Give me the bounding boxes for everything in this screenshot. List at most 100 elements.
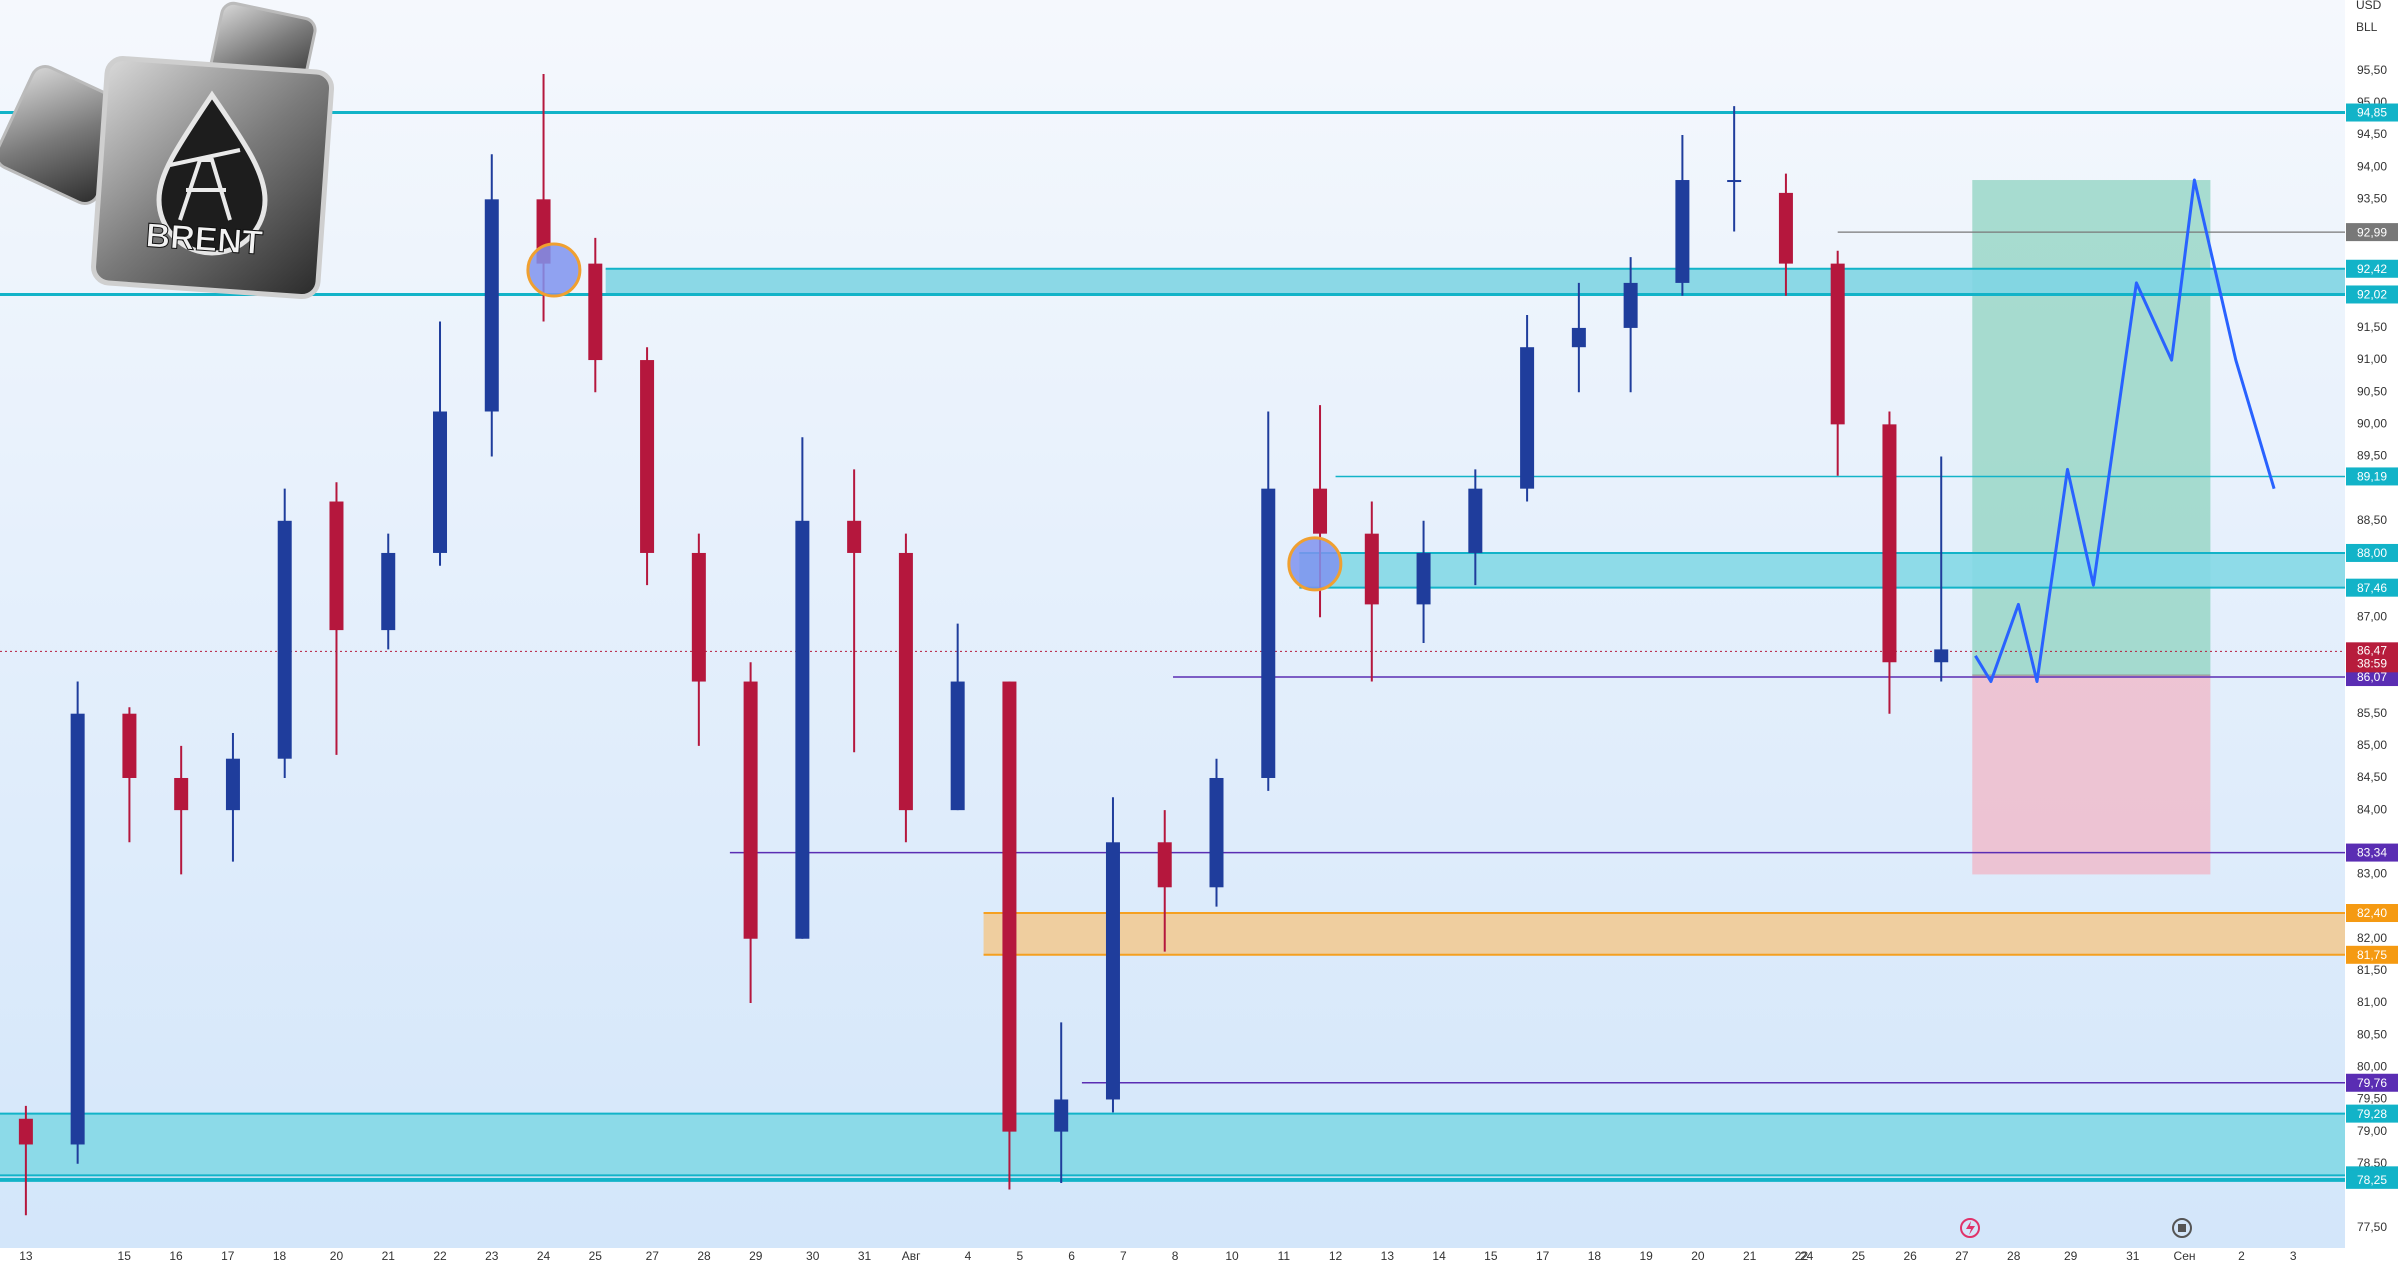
candle-body <box>691 552 706 682</box>
price-label-box <box>2346 1073 2398 1092</box>
price-label-box <box>2346 103 2398 122</box>
y-tick-label: 90,50 <box>2357 384 2387 398</box>
candle-body <box>1727 180 1742 183</box>
x-tick-label: 8 <box>1172 1249 1179 1263</box>
x-tick-label: 12 <box>1329 1249 1343 1263</box>
y-tick-label: 85,00 <box>2357 738 2387 752</box>
price-label-box <box>2346 668 2398 687</box>
price-label-box <box>2346 578 2398 597</box>
zone <box>605 268 2345 295</box>
x-tick-label: 22 <box>1795 1249 1809 1263</box>
price-label: 92,99 <box>2357 225 2387 239</box>
price-label: 92,42 <box>2357 262 2387 276</box>
price-label: 79,76 <box>2357 1076 2387 1090</box>
candle-body <box>1778 192 1793 264</box>
candle-body <box>225 758 240 811</box>
zone <box>1299 552 2345 588</box>
price-label: 86,07 <box>2357 670 2387 684</box>
price-label: 83,34 <box>2357 846 2387 860</box>
price-label-box <box>2346 1170 2398 1189</box>
price-label: 92,02 <box>2357 288 2387 302</box>
price-label: 81,75 <box>2357 948 2387 962</box>
position-target-zone <box>1972 180 2211 676</box>
marker <box>1287 536 1343 592</box>
y-tick-label: 79,50 <box>2357 1092 2387 1106</box>
x-tick-label: Сен <box>2174 1249 2196 1263</box>
x-tick-label: 21 <box>1743 1249 1757 1263</box>
candle-body <box>1261 488 1276 778</box>
projection-line <box>1974 178 2276 683</box>
current-price-label: 86,47 <box>2357 643 2387 657</box>
plot-layer <box>0 73 2345 1216</box>
x-tick-label: 29 <box>749 1249 763 1263</box>
event-icons <box>1960 1218 2192 1238</box>
time-axis <box>0 1248 2345 1266</box>
x-tick-label: 11 <box>1278 1249 1291 1263</box>
y-tick-label: 87,00 <box>2357 609 2387 623</box>
candle-body <box>743 681 758 939</box>
price-label-box <box>2346 843 2398 862</box>
x-tick-label: 14 <box>1432 1249 1446 1263</box>
y-tick-label: 83,00 <box>2357 867 2387 881</box>
candle-body <box>1675 180 1690 283</box>
candle-body <box>1002 681 1017 1132</box>
x-tick-label: 15 <box>118 1249 132 1263</box>
candle-body <box>484 199 499 412</box>
zone <box>0 1113 2345 1176</box>
candle-body <box>70 713 85 1145</box>
price-label-box <box>2346 945 2398 964</box>
candle-body <box>1571 327 1586 348</box>
y-tick-label: 93,50 <box>2357 191 2387 205</box>
y-tick-label: 91,00 <box>2357 352 2387 366</box>
y-tick-label: 89,50 <box>2357 449 2387 463</box>
x-tick-label: 23 <box>485 1249 499 1263</box>
y-tick-label: 80,50 <box>2357 1027 2387 1041</box>
event-icon[interactable] <box>1960 1218 1980 1238</box>
countdown: 38:59 <box>2357 656 2387 670</box>
y-tick-label: 85,50 <box>2357 706 2387 720</box>
logo-text: BRENT <box>144 216 264 262</box>
logo-pump <box>169 148 241 221</box>
unit: BLL <box>2356 20 2378 34</box>
candle-body <box>1468 488 1483 553</box>
candle-body <box>433 411 448 553</box>
x-tick-label: 25 <box>1852 1249 1866 1263</box>
event-icon[interactable] <box>2172 1218 2192 1238</box>
candle-body <box>18 1118 33 1145</box>
price-label: 88,00 <box>2357 546 2387 560</box>
candle-body <box>847 520 862 553</box>
price-label-box <box>2346 543 2398 562</box>
y-tick-label: 82,00 <box>2357 931 2387 945</box>
candle-body <box>1054 1099 1069 1132</box>
candle-body <box>381 552 396 631</box>
price-label-box <box>2346 467 2398 486</box>
x-tick-label: 21 <box>382 1249 396 1263</box>
candle-body <box>588 263 603 361</box>
y-tick-label: 79,00 <box>2357 1124 2387 1138</box>
x-tick-label: 24 <box>1800 1249 1814 1263</box>
x-tick-label: 10 <box>1225 1249 1239 1263</box>
x-tick-label: 16 <box>169 1249 183 1263</box>
price-label-box <box>2346 904 2398 923</box>
candle-body <box>795 520 810 939</box>
x-tick-label: 24 <box>537 1249 551 1263</box>
y-tick-label: 95,50 <box>2357 63 2387 77</box>
x-tick-label: 5 <box>1016 1249 1023 1263</box>
x-tick-label: 28 <box>2007 1249 2021 1263</box>
event-icon-bolt <box>1966 1221 1975 1235</box>
price-axis <box>2345 0 2399 1266</box>
candle-body <box>1313 488 1328 534</box>
candle-body <box>1157 842 1172 888</box>
candle-body <box>277 520 292 759</box>
x-tick-label: 27 <box>1955 1249 1969 1263</box>
x-tick-label: 31 <box>2126 1249 2140 1263</box>
candle-body <box>1364 533 1379 605</box>
price-label: 94,85 <box>2357 106 2387 120</box>
x-tick-label: 26 <box>1903 1249 1917 1263</box>
x-tick-label: 15 <box>1484 1249 1498 1263</box>
x-tick-label: 17 <box>221 1249 235 1263</box>
x-tick-label: 18 <box>1588 1249 1602 1263</box>
candle-body <box>1209 777 1224 888</box>
